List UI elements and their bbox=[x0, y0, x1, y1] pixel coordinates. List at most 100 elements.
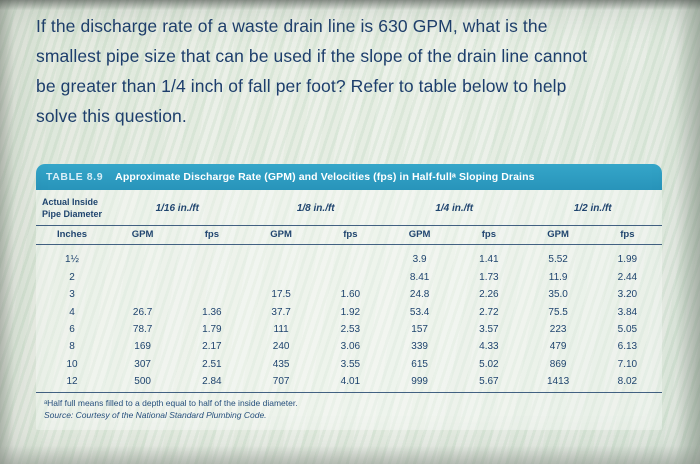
value-cell: 26.7 bbox=[132, 306, 153, 318]
value-cell bbox=[108, 286, 177, 303]
gpm-header: GPM bbox=[523, 225, 593, 246]
table-head: Actual Inside Pipe Diameter 1/16 in./ft … bbox=[36, 192, 662, 246]
unit-header-row: Inches GPM fps GPM fps GPM fps GPM fps bbox=[36, 225, 662, 246]
table-8-9-card: TABLE 8.9 Approximate Discharge Rate (GP… bbox=[36, 164, 662, 430]
slope-header-1-2: 1/2 in./ft bbox=[523, 192, 662, 227]
pipe-size-cell: 6 bbox=[69, 323, 75, 335]
value-cell: 5.67 bbox=[454, 372, 524, 393]
fps-header: fps bbox=[454, 225, 524, 246]
value-cell bbox=[247, 269, 316, 286]
value-cell: 2.44 bbox=[617, 271, 638, 283]
value-cell bbox=[177, 269, 246, 286]
question-line: be greater than 1/4 inch of fall per foo… bbox=[36, 76, 567, 96]
value-cell: 37.7 bbox=[271, 306, 291, 318]
value-cell: 4.01 bbox=[315, 372, 385, 393]
value-cell bbox=[177, 245, 246, 269]
value-cell: 2.51 bbox=[202, 358, 222, 370]
value-cell: 3.06 bbox=[340, 341, 361, 353]
value-cell: 2.17 bbox=[202, 341, 222, 353]
value-cell: 1413 bbox=[523, 372, 593, 393]
value-cell: 2.26 bbox=[479, 289, 499, 301]
table-row: 6 78.7 1.79 111 2.53 157 3.57 223 5.05 bbox=[36, 321, 662, 338]
value-cell: 435 bbox=[272, 358, 290, 370]
value-cell: 35.0 bbox=[548, 289, 568, 301]
value-cell: 8.02 bbox=[592, 372, 662, 393]
value-cell: 500 bbox=[108, 372, 178, 393]
question-line: If the discharge rate of a waste drain l… bbox=[36, 16, 548, 36]
value-cell: 1.41 bbox=[479, 254, 499, 266]
pipe-size-cell: 1½ bbox=[65, 254, 79, 266]
question-text: If the discharge rate of a waste drain l… bbox=[36, 11, 676, 131]
value-cell: 53.4 bbox=[409, 306, 430, 318]
value-cell bbox=[247, 245, 316, 269]
gpm-header: GPM bbox=[385, 225, 455, 246]
value-cell: 6.13 bbox=[617, 341, 638, 353]
value-cell: 1.60 bbox=[340, 289, 361, 301]
value-cell: 3.20 bbox=[617, 289, 638, 301]
pipe-size-cell: 12 bbox=[36, 372, 108, 393]
value-cell bbox=[177, 286, 246, 303]
value-cell: 78.7 bbox=[132, 323, 153, 335]
value-cell: 75.5 bbox=[548, 306, 568, 318]
pipe-size-cell: 10 bbox=[66, 358, 78, 370]
pipe-size-cell: 3 bbox=[69, 289, 75, 301]
value-cell bbox=[108, 269, 177, 286]
value-cell: 240 bbox=[272, 341, 290, 353]
table-row: 8 169 2.17 240 3.06 339 4.33 479 6.13 bbox=[36, 338, 662, 355]
value-cell bbox=[316, 245, 385, 269]
pipe-size-cell: 4 bbox=[69, 306, 75, 318]
slope-header-1-16: 1/16 in./ft bbox=[108, 192, 247, 227]
table-footnotes: ᵃHalf full means filled to a depth equal… bbox=[36, 393, 662, 430]
value-cell: 223 bbox=[549, 323, 567, 335]
value-cell: 615 bbox=[411, 358, 428, 370]
value-cell: 3.57 bbox=[479, 323, 499, 335]
inches-header: Inches bbox=[36, 225, 108, 246]
pipe-diameter-header: Actual Inside Pipe Diameter bbox=[36, 192, 108, 227]
value-cell: 869 bbox=[549, 358, 567, 370]
fps-header: fps bbox=[177, 225, 247, 246]
value-cell: 339 bbox=[411, 341, 428, 353]
slope-header-1-8: 1/8 in./ft bbox=[246, 192, 385, 227]
value-cell: 2.53 bbox=[340, 323, 361, 335]
value-cell: 1.73 bbox=[479, 271, 499, 283]
pipe-size-cell: 2 bbox=[69, 271, 75, 283]
footnote-half-full: ᵃHalf full means filled to a depth equal… bbox=[44, 398, 298, 408]
value-cell: 5.02 bbox=[479, 358, 499, 370]
value-cell: 24.8 bbox=[409, 289, 430, 301]
value-cell: 2.72 bbox=[479, 306, 499, 318]
value-cell: 307 bbox=[134, 358, 151, 370]
table-title: Approximate Discharge Rate (GPM) and Vel… bbox=[115, 171, 535, 183]
value-cell bbox=[108, 245, 177, 269]
value-cell bbox=[316, 269, 385, 286]
slope-header-row: Actual Inside Pipe Diameter 1/16 in./ft … bbox=[36, 192, 662, 227]
table-row: 12 500 2.84 707 4.01 999 5.67 1413 8.02 bbox=[36, 372, 662, 393]
value-cell: 111 bbox=[273, 323, 289, 335]
value-cell: 169 bbox=[134, 341, 151, 353]
value-cell: 1.79 bbox=[202, 323, 222, 335]
value-cell: 17.5 bbox=[271, 289, 291, 301]
pipe-size-cell: 8 bbox=[69, 341, 75, 353]
fps-header: fps bbox=[315, 225, 385, 246]
value-cell: 4.33 bbox=[479, 341, 499, 353]
value-cell: 8.41 bbox=[409, 271, 430, 283]
value-cell: 11.9 bbox=[548, 271, 568, 283]
value-cell: 3.9 bbox=[412, 254, 427, 266]
value-cell: 5.05 bbox=[617, 323, 638, 335]
table-row: 1½ 3.9 1.41 5.52 1.99 bbox=[36, 245, 662, 269]
value-cell: 7.10 bbox=[617, 358, 638, 370]
value-cell: 1.92 bbox=[340, 306, 361, 318]
question-line: solve this question. bbox=[36, 106, 187, 126]
slope-header-1-4: 1/4 in./ft bbox=[385, 192, 524, 227]
footnote-source: Source: Courtesy of the National Standar… bbox=[44, 410, 267, 420]
fps-header: fps bbox=[592, 225, 662, 246]
table-body: 1½ 3.9 1.41 5.52 1.99 2 8.41 1.73 11.9 2.44 3 17.5 1… bbox=[36, 245, 662, 393]
table-label: TABLE 8.9 bbox=[46, 171, 104, 183]
value-cell: 2.84 bbox=[177, 372, 247, 393]
gpm-header: GPM bbox=[246, 225, 316, 246]
value-cell: 1.99 bbox=[617, 254, 638, 266]
table-row: 3 17.5 1.60 24.8 2.26 35.0 3.20 bbox=[36, 286, 662, 303]
value-cell: 999 bbox=[385, 372, 455, 393]
discharge-rate-table: Actual Inside Pipe Diameter 1/16 in./ft … bbox=[36, 192, 662, 393]
value-cell: 3.84 bbox=[617, 306, 638, 318]
